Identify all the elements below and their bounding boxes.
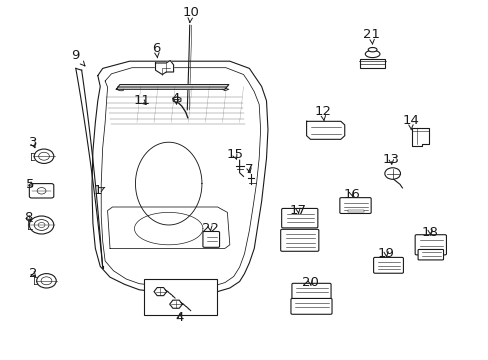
FancyBboxPatch shape <box>280 229 318 251</box>
Text: 18: 18 <box>421 226 438 239</box>
Bar <box>144 279 216 315</box>
Circle shape <box>38 222 45 228</box>
FancyBboxPatch shape <box>281 208 317 228</box>
Text: 15: 15 <box>226 148 243 161</box>
FancyBboxPatch shape <box>414 235 446 255</box>
Text: 21: 21 <box>363 28 379 44</box>
Text: 2: 2 <box>29 267 38 280</box>
Circle shape <box>384 168 400 179</box>
Text: 13: 13 <box>382 153 399 166</box>
FancyBboxPatch shape <box>203 231 219 247</box>
FancyBboxPatch shape <box>417 249 443 260</box>
Text: 19: 19 <box>377 247 394 260</box>
Bar <box>360 59 384 68</box>
Text: 14: 14 <box>402 114 418 130</box>
FancyBboxPatch shape <box>373 257 403 273</box>
Text: 22: 22 <box>202 222 218 235</box>
Text: 8: 8 <box>24 211 33 224</box>
Text: 3: 3 <box>28 136 37 149</box>
Circle shape <box>39 152 49 160</box>
FancyBboxPatch shape <box>339 198 370 213</box>
Text: 1: 1 <box>93 184 104 197</box>
FancyBboxPatch shape <box>291 283 330 299</box>
Circle shape <box>34 220 49 230</box>
Polygon shape <box>169 300 182 308</box>
Text: 4: 4 <box>175 311 184 324</box>
FancyBboxPatch shape <box>290 298 331 314</box>
FancyBboxPatch shape <box>29 184 54 198</box>
Text: 16: 16 <box>343 188 360 201</box>
Circle shape <box>29 216 54 234</box>
Polygon shape <box>411 128 428 146</box>
Text: 12: 12 <box>314 105 330 121</box>
Text: 7: 7 <box>244 163 253 176</box>
Text: 10: 10 <box>182 6 199 22</box>
Text: 17: 17 <box>289 204 306 217</box>
Circle shape <box>41 277 52 285</box>
Text: 20: 20 <box>302 276 318 289</box>
Circle shape <box>37 274 56 288</box>
Text: 9: 9 <box>71 49 85 66</box>
Circle shape <box>34 149 54 163</box>
Polygon shape <box>306 121 344 139</box>
Polygon shape <box>154 288 166 296</box>
Text: 11: 11 <box>133 94 150 107</box>
Circle shape <box>37 188 46 194</box>
Polygon shape <box>155 60 173 75</box>
Text: 4: 4 <box>171 93 180 105</box>
Text: 6: 6 <box>152 42 161 58</box>
Ellipse shape <box>365 50 379 58</box>
Text: 5: 5 <box>26 178 35 191</box>
Polygon shape <box>116 85 228 89</box>
Ellipse shape <box>367 48 376 52</box>
FancyBboxPatch shape <box>347 210 363 212</box>
Polygon shape <box>173 97 181 103</box>
